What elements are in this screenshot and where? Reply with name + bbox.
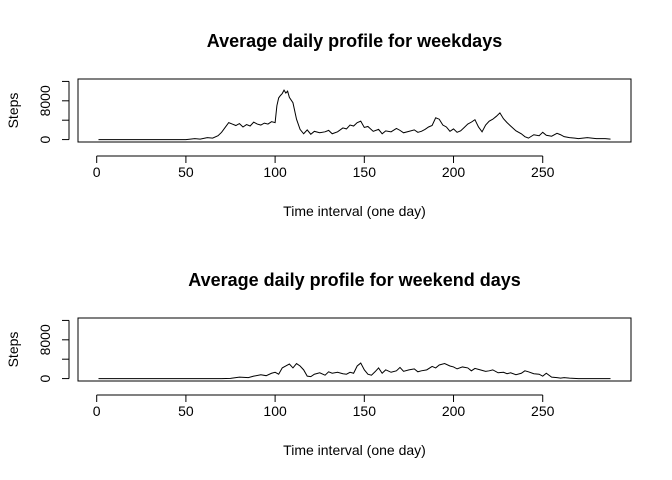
x-tick-label: 50 [178, 164, 194, 180]
x-tick-label: 50 [178, 403, 194, 419]
x-tick-label: 250 [531, 403, 555, 419]
x-tick-label: 100 [263, 403, 287, 419]
x-tick-label: 0 [93, 164, 101, 180]
y-tick-label: 8000 [37, 324, 53, 355]
y-tick-label: 0 [37, 374, 53, 382]
series-line [98, 362, 611, 380]
x-tick-label: 250 [531, 164, 555, 180]
x-tick-label: 150 [353, 164, 377, 180]
series-line [98, 89, 611, 141]
y-axis-label: Steps [5, 332, 21, 368]
x-tick-label: 200 [442, 164, 466, 180]
chart-title: Average daily profile for weekdays [207, 31, 502, 51]
weekend-panel: Average daily profile for weekend days 0 5… [5, 270, 632, 458]
x-tick-label: 0 [93, 403, 101, 419]
x-tick-label: 150 [353, 403, 377, 419]
plot-frame [77, 317, 632, 382]
y-tick-label: 0 [37, 135, 53, 143]
y-axis-label: Steps [5, 93, 21, 129]
x-axis-label: Time interval (one day) [283, 442, 426, 458]
x-axis-label: Time interval (one day) [283, 203, 426, 219]
plot-frame [77, 78, 632, 143]
y-tick-label: 8000 [37, 85, 53, 116]
weekdays-panel: Average daily profile for weekdays 0 50 100… [5, 31, 632, 219]
chart-title: Average daily profile for weekend days [188, 270, 520, 290]
x-tick-label: 200 [442, 403, 466, 419]
x-tick-label: 100 [263, 164, 287, 180]
